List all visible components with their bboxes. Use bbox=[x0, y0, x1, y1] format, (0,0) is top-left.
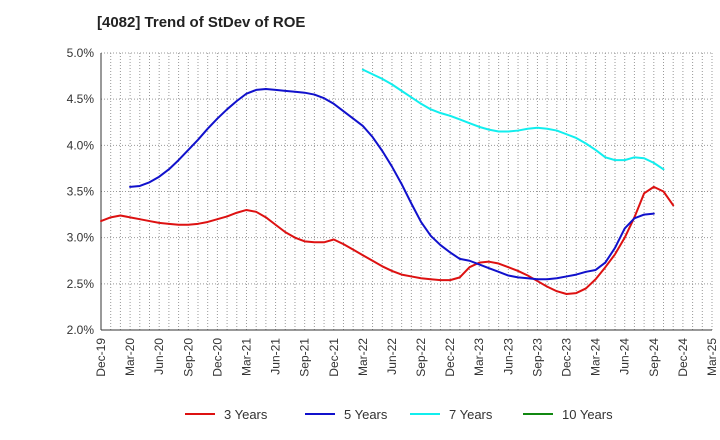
x-tick-label: Sep-21 bbox=[298, 338, 312, 377]
legend-label: 5 Years bbox=[344, 407, 388, 422]
x-tick-label: Mar-21 bbox=[239, 338, 253, 376]
x-tick-label: Jun-21 bbox=[269, 338, 283, 375]
y-tick-label: 4.0% bbox=[67, 138, 95, 152]
chart-title: [4082] Trend of StDev of ROE bbox=[97, 14, 306, 31]
x-tick-label: Dec-24 bbox=[676, 338, 690, 377]
x-tick-label: Jun-22 bbox=[385, 338, 399, 375]
x-tick-label: Sep-23 bbox=[530, 338, 544, 377]
x-tick-label: Mar-23 bbox=[472, 338, 486, 376]
x-tick-label: Mar-25 bbox=[705, 338, 719, 376]
x-tick-label: Dec-22 bbox=[443, 338, 457, 377]
y-tick-label: 2.5% bbox=[67, 277, 95, 291]
x-tick-label: Mar-20 bbox=[123, 338, 137, 376]
y-tick-label: 3.5% bbox=[67, 185, 95, 199]
y-tick-label: 5.0% bbox=[67, 46, 95, 60]
y-tick-label: 4.5% bbox=[67, 92, 95, 106]
x-tick-label: Mar-24 bbox=[589, 338, 603, 376]
x-tick-label: Jun-24 bbox=[618, 338, 632, 375]
y-tick-label: 3.0% bbox=[67, 231, 95, 245]
x-tick-label: Dec-20 bbox=[210, 338, 224, 377]
plot-area bbox=[101, 53, 712, 330]
legend-label: 10 Years bbox=[562, 407, 613, 422]
x-tick-label: Jun-20 bbox=[152, 338, 166, 375]
legend-label: 7 Years bbox=[449, 407, 493, 422]
series-line-7-years bbox=[361, 68, 665, 171]
series-line-5-years bbox=[129, 88, 655, 281]
legend-label: 3 Years bbox=[224, 407, 268, 422]
series-line-3-years bbox=[100, 185, 675, 295]
y-tick-label: 2.0% bbox=[67, 323, 95, 337]
x-tick-label: Jun-23 bbox=[501, 338, 515, 375]
x-tick-label: Dec-19 bbox=[94, 338, 108, 377]
x-tick-label: Sep-24 bbox=[647, 338, 661, 377]
x-tick-label: Sep-22 bbox=[414, 338, 428, 377]
x-tick-label: Dec-21 bbox=[327, 338, 341, 377]
x-tick-label: Sep-20 bbox=[181, 338, 195, 377]
x-tick-label: Dec-23 bbox=[560, 338, 574, 377]
x-tick-label: Mar-22 bbox=[356, 338, 370, 376]
